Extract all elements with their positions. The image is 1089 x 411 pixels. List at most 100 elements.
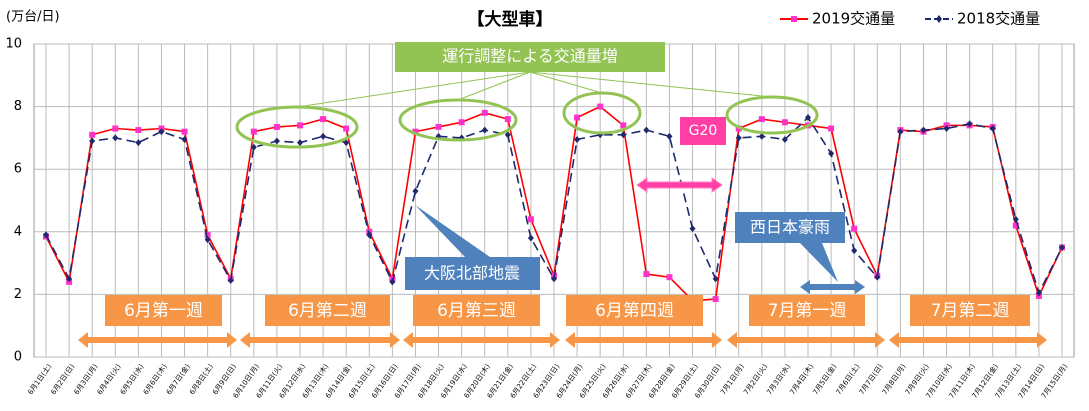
legend-label: 2018交通量	[957, 10, 1040, 28]
marker	[389, 278, 396, 286]
week-arrow	[889, 332, 1047, 348]
marker	[920, 126, 927, 134]
marker	[343, 125, 350, 132]
marker	[805, 114, 811, 122]
y-tick-label: 10	[5, 37, 22, 52]
week-arrow	[565, 332, 722, 348]
week-label: 7月第二週	[931, 301, 1010, 321]
marker	[135, 139, 142, 147]
quake-pointer	[415, 205, 490, 257]
marker	[320, 132, 327, 140]
y-tick-label: 6	[14, 162, 22, 177]
week-arrow	[727, 332, 885, 348]
marker	[297, 122, 303, 129]
marker	[1059, 243, 1065, 251]
callout-text: 運行調整による交通量増	[442, 47, 618, 66]
marker	[504, 116, 511, 123]
marker	[66, 275, 73, 283]
marker	[758, 116, 765, 123]
marker	[851, 247, 858, 255]
rain-text: 西日本豪雨	[750, 218, 830, 237]
marker	[481, 126, 488, 134]
marker	[435, 123, 442, 130]
marker	[204, 236, 211, 244]
marker	[643, 271, 650, 278]
marker	[181, 135, 188, 143]
chart-title: 【大型車】	[468, 9, 553, 30]
marker	[89, 137, 96, 145]
marker	[989, 125, 996, 133]
marker	[527, 234, 534, 242]
marker	[89, 131, 96, 138]
g20-arrow	[636, 177, 723, 193]
marker	[712, 296, 719, 303]
series-line	[45, 116, 1063, 295]
week-arrow	[78, 332, 237, 348]
week-arrow	[240, 332, 400, 348]
week-label: 6月第三週	[437, 301, 516, 321]
marker	[297, 139, 303, 147]
y-tick-label: 0	[14, 350, 22, 365]
marker	[597, 103, 604, 110]
marker	[135, 127, 142, 134]
marker	[43, 231, 49, 239]
marker	[620, 131, 627, 139]
week-box	[910, 295, 1030, 326]
legend-marker	[936, 15, 942, 23]
marker	[689, 225, 696, 233]
rain-pointer	[800, 243, 838, 282]
marker	[273, 137, 280, 145]
marker	[273, 123, 280, 130]
ellipses	[235, 91, 819, 149]
marker	[781, 119, 788, 126]
marker	[1035, 289, 1042, 297]
y-tick-label: 2	[14, 287, 22, 302]
marker	[666, 274, 673, 281]
week-label: 7月第一週	[768, 301, 847, 321]
marker	[620, 122, 627, 129]
marker	[828, 150, 835, 158]
rain-box	[735, 212, 845, 243]
marker	[458, 119, 465, 126]
y-unit: (万台/日)	[6, 10, 60, 25]
week-box	[105, 295, 222, 326]
marker	[828, 125, 835, 132]
marker	[874, 273, 881, 281]
marker	[781, 135, 788, 143]
marker	[227, 276, 234, 284]
marker	[1012, 222, 1019, 229]
marker	[527, 216, 534, 223]
callout-box	[395, 42, 665, 72]
marker	[851, 225, 858, 232]
callout-lines	[296, 71, 773, 108]
marker	[112, 125, 119, 132]
marker	[250, 143, 257, 151]
marker	[204, 231, 211, 238]
week-arrow	[403, 332, 560, 348]
marker	[343, 139, 350, 147]
quake-box	[405, 257, 540, 290]
g20-box	[680, 117, 726, 145]
marker	[481, 109, 488, 116]
week-box	[265, 295, 390, 326]
marker	[643, 126, 650, 134]
quake-text: 大阪北部地震	[424, 264, 520, 283]
week-label: 6月第一週	[124, 301, 203, 321]
marker	[735, 134, 742, 142]
marker	[897, 128, 904, 136]
y-tick-label: 8	[14, 99, 22, 114]
marker	[712, 275, 719, 283]
marker	[112, 134, 119, 142]
g20-text: G20	[689, 123, 718, 139]
marker	[250, 128, 257, 135]
marker	[412, 128, 419, 135]
legend-marker	[791, 16, 797, 22]
week-box	[566, 295, 703, 326]
marker	[1012, 215, 1019, 223]
marker	[574, 135, 581, 143]
marker	[666, 132, 673, 140]
marker	[943, 125, 950, 133]
marker	[574, 114, 581, 121]
marker	[320, 116, 327, 123]
